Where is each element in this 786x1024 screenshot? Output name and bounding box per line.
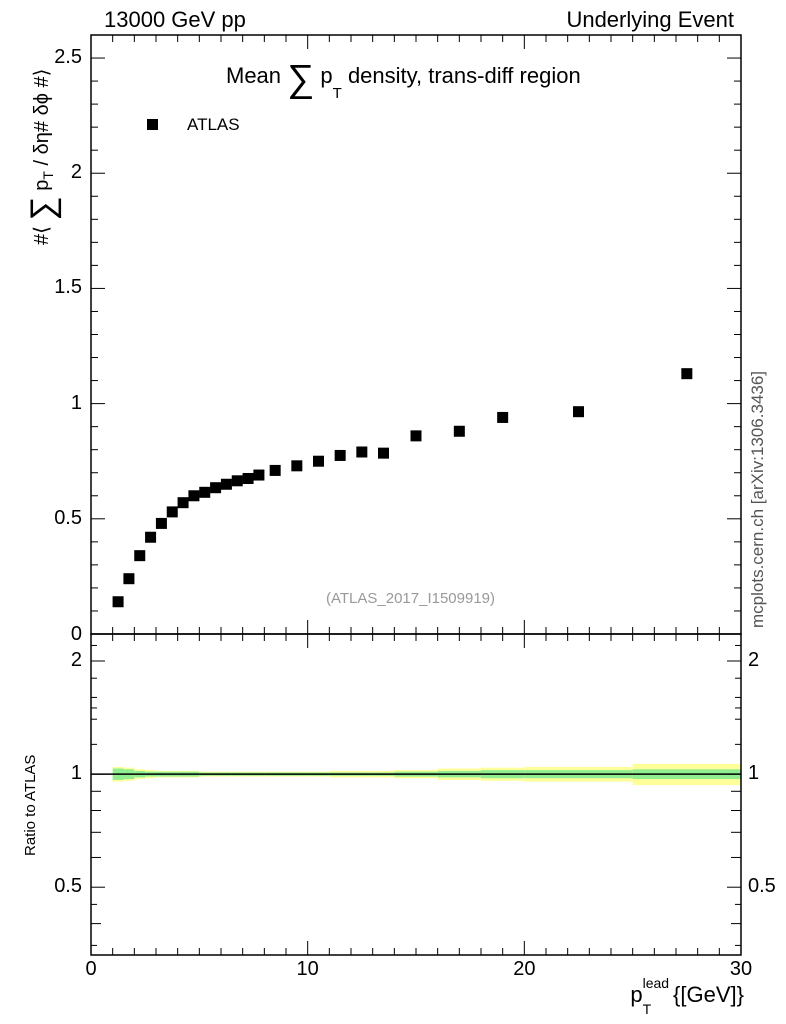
atlas-data-point [112,596,124,608]
title-sum-symbol: ∑ [287,58,315,100]
atlas-data-point [188,490,200,502]
atlas-data-point [269,464,281,476]
atlas-data-point [378,447,389,459]
atlas-data-point [453,425,465,437]
atlas-data-point [220,478,232,490]
ratio-y-tick-label: 1 [70,762,82,785]
atlas-data-point [681,368,693,380]
main-y-tick-label: 0.5 [54,506,82,529]
x-label-p: p [630,982,643,1007]
ratio-plot-axes [90,633,742,956]
atlas-data-point [253,469,265,481]
atlas-data-point [497,411,509,423]
atlas-data-point [356,446,368,458]
title-sub: T [332,85,342,103]
ratio-y-tick-label: 0.5 [54,875,82,898]
process-label: Underlying Event [566,7,734,32]
atlas-data-points [112,368,693,608]
ratio-plot-frame [90,633,742,956]
atlas-data-point [573,406,584,418]
y-label-p: p [31,179,53,191]
plot-title: Mean ∑ pT density, trans-diff region [226,50,581,102]
legend-label: ATLAS [187,115,240,134]
main-y-tick-label: 1.5 [54,276,82,299]
y-axis-label: #⟨ ∑ pT / δη# δϕ #⟩ [18,68,62,245]
main-y-tick-label: 1 [70,391,82,414]
y-label-sub: T [40,171,56,180]
analysis-watermark: (ATLAS_2017_I1509919) [326,590,496,607]
atlas-data-point [231,475,243,487]
x-tick-label: 0 [85,958,97,980]
source-side-label: mcplots.cern.ch [arXiv:1306.3436] [748,370,767,628]
atlas-data-point [242,472,254,484]
ratio-y-tick-label-right: 0.5 [748,875,776,898]
atlas-data-point [177,497,189,509]
ratio-y-tick-label-right: 1 [748,762,760,785]
ratio-y-axis-label: Ratio to ATLAS [22,754,39,856]
atlas-data-point [313,455,324,467]
x-tick-label: 30 [729,958,753,980]
title-prefix: Mean [226,63,282,88]
title-p: p [320,63,333,88]
title-suffix: density, trans-diff region [347,63,581,88]
x-label-sub: T [642,1001,652,1018]
x-tick-label: 10 [296,958,319,980]
main-y-tick-label: 2.5 [54,46,82,69]
atlas-data-point [210,482,222,494]
atlas-data-point [155,517,167,529]
y-label-rest: / δη# δϕ #⟩ [31,68,53,166]
atlas-data-point [145,531,157,543]
atlas-data-point [123,573,135,585]
atlas-data-point [410,430,422,442]
legend-marker [147,119,158,130]
ratio-y-tick-label: 2 [70,649,82,671]
atlas-data-point [291,460,303,472]
atlas-data-point [134,550,146,562]
main-y-tick-label: 2 [70,161,82,184]
energy-label: 13000 GeV pp [104,7,246,32]
x-label-unit: {[GeV]} [673,982,744,1007]
x-axis-label: p lead T {[GeV]} [630,976,744,1016]
x-label-sup: lead [642,975,670,992]
ratio-y-tick-label-right: 2 [748,649,760,671]
x-tick-label: 20 [513,958,536,980]
atlas-data-point [199,486,211,498]
atlas-data-point [166,506,178,518]
y-label-open: #⟨ [31,226,53,245]
atlas-data-point [334,449,346,461]
main-y-tick-label-zero: 0 [70,623,82,645]
y-label-sum: ∑ [24,196,62,221]
